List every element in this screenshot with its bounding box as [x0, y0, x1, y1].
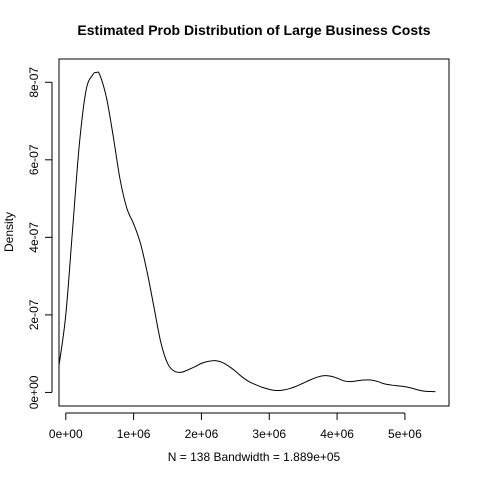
y-tick-label: 6e-07: [27, 144, 41, 175]
chart-title: Estimated Prob Distribution of Large Bus…: [77, 22, 430, 38]
x-tick-label: 3e+06: [252, 427, 286, 441]
x-tick-label: 2e+06: [185, 427, 219, 441]
y-axis-label: Density: [2, 212, 16, 252]
x-tick-label: 1e+06: [117, 427, 151, 441]
y-axis: 0e+00 2e-07 4e-07 6e-07 8e-07: [27, 67, 53, 409]
plot-frame: [58, 58, 450, 407]
x-axis-label: N = 138 Bandwidth = 1.889e+05: [168, 450, 341, 464]
x-tick-label: 5e+06: [388, 427, 422, 441]
y-tick-label: 8e-07: [27, 67, 41, 98]
y-tick-label: 2e-07: [27, 299, 41, 330]
x-tick-label: 0e+00: [49, 427, 83, 441]
y-tick-label: 0e+00: [27, 375, 41, 409]
x-tick-label: 4e+06: [320, 427, 354, 441]
density-curve: [58, 71, 436, 393]
y-tick-label: 4e-07: [27, 222, 41, 253]
x-axis: 0e+00 1e+06 2e+06 3e+06 4e+06 5e+06: [49, 412, 422, 441]
